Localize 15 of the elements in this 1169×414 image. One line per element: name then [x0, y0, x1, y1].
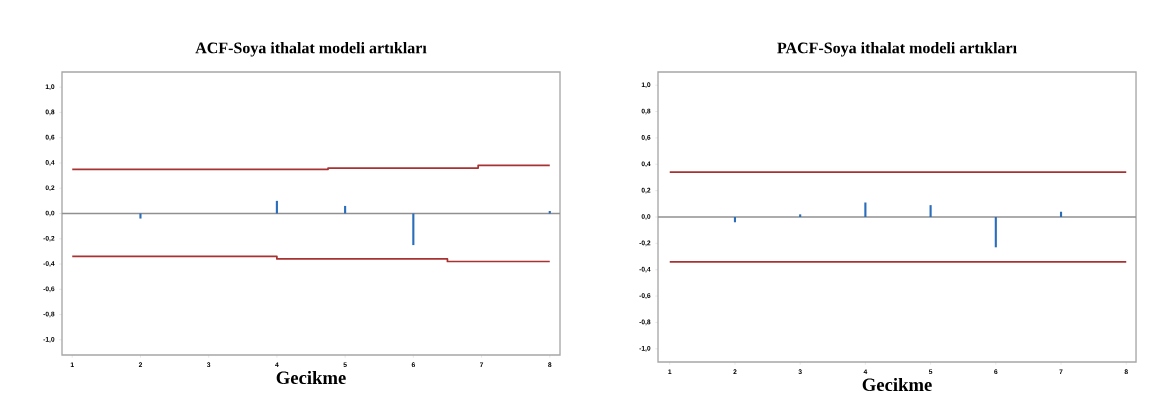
bar: [1059, 211, 1063, 217]
bar: [412, 213, 415, 246]
bar: [548, 210, 551, 214]
x-axis-title: Gecikme: [862, 377, 932, 392]
chart-title: ACF-Soya ithalat modeli artıkları: [195, 42, 427, 57]
chart-title: PACF-Soya ithalat modeli artıkları: [777, 42, 1017, 57]
bar: [275, 200, 278, 214]
bar: [344, 205, 347, 214]
bar: [929, 205, 932, 217]
bar: [994, 217, 997, 248]
bar: [864, 202, 867, 217]
bar: [139, 213, 142, 219]
bar: [799, 214, 802, 217]
bar: [733, 217, 737, 223]
x-axis-title: Gecikme: [276, 370, 346, 385]
